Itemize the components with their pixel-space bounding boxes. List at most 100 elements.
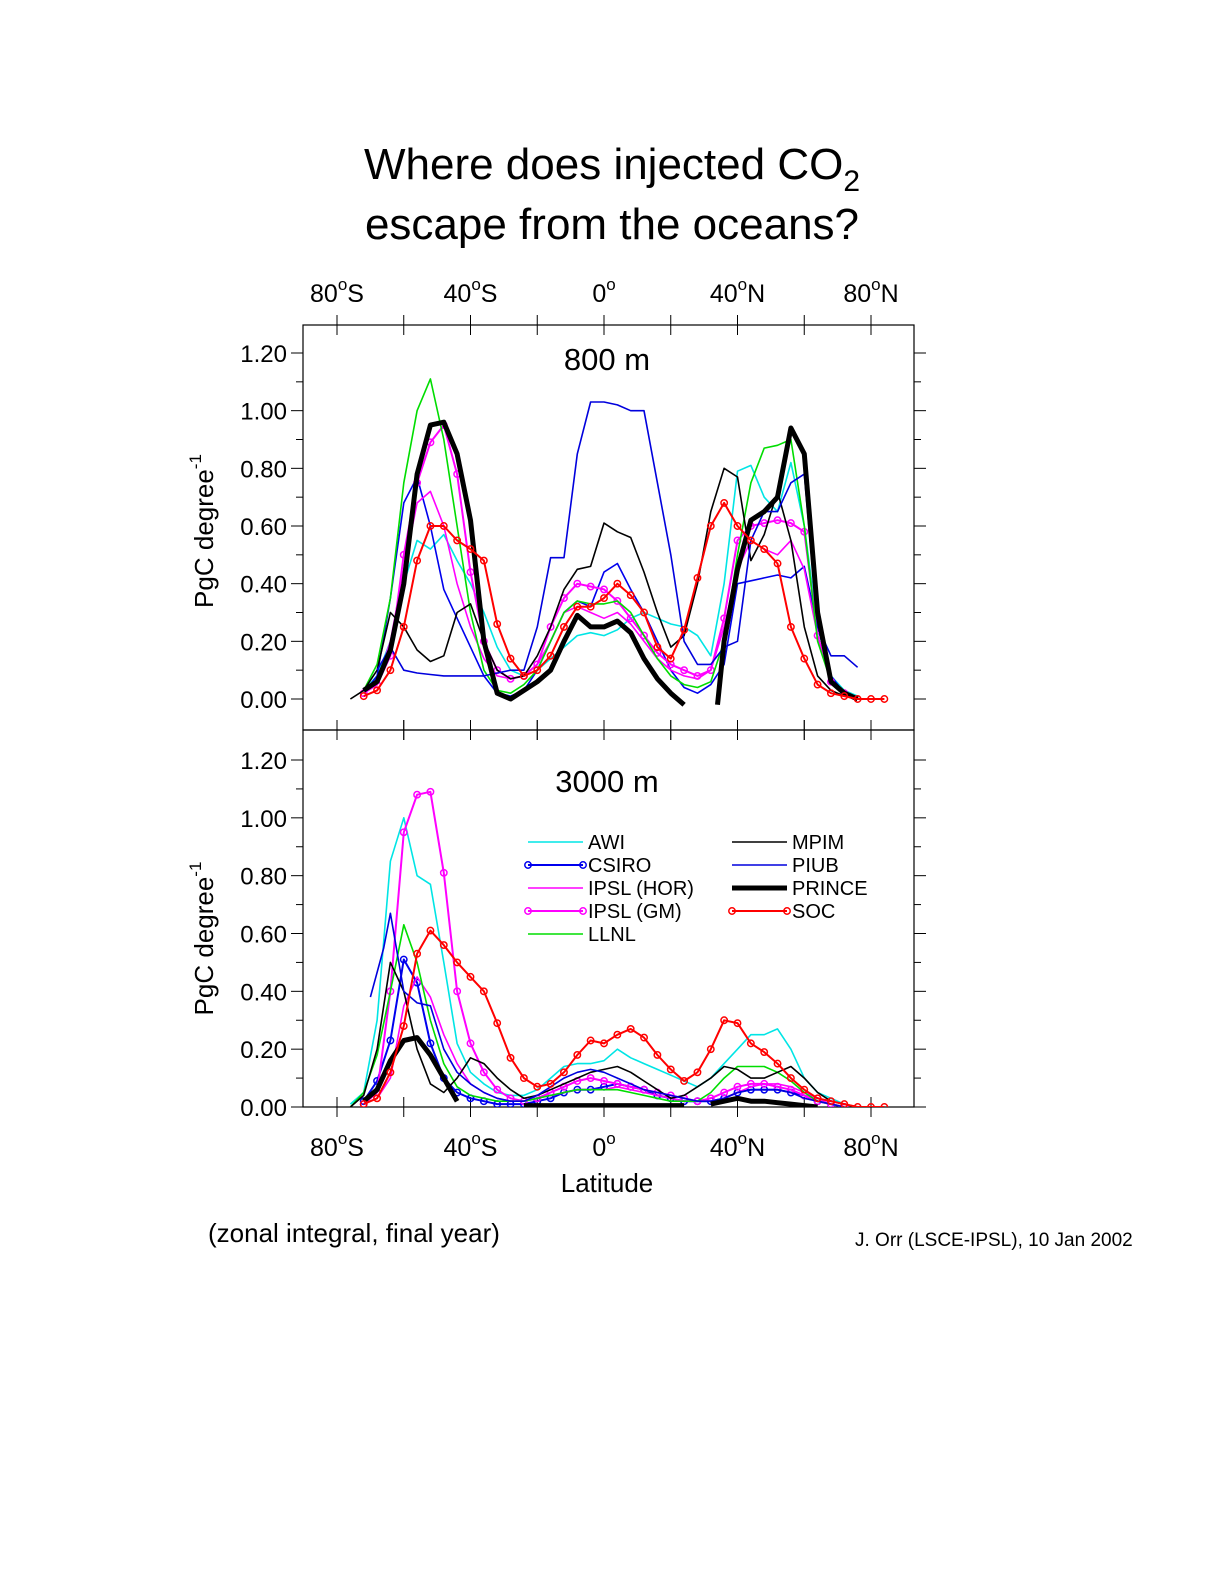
series-line-piub: [376, 401, 859, 677]
series-point-soc: [560, 622, 568, 631]
series-point-ipsl-gm: [786, 519, 795, 528]
series-line-csiro: [363, 476, 845, 697]
series-group: [349, 378, 889, 707]
series-point-soc: [373, 686, 381, 695]
series-point-soc: [827, 689, 835, 698]
series-point-ipsl-gm: [586, 1074, 595, 1083]
series-point-soc: [386, 666, 395, 675]
series-point-soc: [613, 579, 622, 588]
series-point-soc: [693, 1068, 702, 1077]
series-point-soc: [693, 573, 702, 582]
series-point-ipsl-gm: [680, 666, 689, 675]
series-point-soc: [466, 972, 475, 981]
series-point-soc: [453, 536, 462, 545]
series-point-ipsl-gm: [453, 987, 462, 996]
series-point-soc: [359, 692, 368, 701]
series-point-soc: [880, 695, 889, 703]
series-point-ipsl-gm: [640, 631, 648, 640]
series-point-ipsl-gm: [773, 516, 782, 525]
y-axis-label: PgC degree-1: [186, 454, 219, 608]
series-point-soc: [386, 1068, 395, 1077]
series-point-ipsl-gm: [493, 1085, 502, 1094]
series-point-soc: [573, 602, 582, 611]
x-tick-label: 40oS: [444, 1129, 498, 1162]
series-point-soc: [479, 556, 488, 565]
series-point-soc: [800, 1085, 809, 1094]
series-point-ipsl-gm: [693, 671, 702, 680]
series-point-soc: [827, 1097, 835, 1106]
series-point-soc: [426, 522, 435, 530]
legend-label-awi: AWI: [588, 832, 625, 854]
y-tick-label: 0.20: [240, 1037, 287, 1064]
y-tick-label: 1.00: [240, 399, 287, 426]
series-point-soc: [493, 620, 502, 628]
series-point-soc: [439, 941, 448, 950]
series-point-ipsl-gm: [760, 1079, 769, 1088]
x-tick-label: 80oS: [310, 1129, 364, 1162]
y-tick-label: 0.80: [240, 864, 287, 891]
series-point-soc: [586, 602, 595, 611]
series-point-soc: [399, 1022, 408, 1030]
series-point-soc: [706, 522, 715, 530]
y-tick-label: 0.00: [240, 687, 287, 714]
series-point-soc: [666, 1065, 675, 1074]
series-point-ipsl-gm: [466, 568, 475, 577]
series-point-soc: [439, 522, 448, 530]
series-point-soc: [680, 625, 689, 634]
series-point-soc: [399, 622, 408, 631]
series-point-soc: [760, 1048, 769, 1057]
y-tick-label: 0.80: [240, 456, 287, 483]
series-point-soc: [733, 522, 742, 530]
chart-title-line-1: Where does injected CO2: [363, 140, 861, 198]
x-tick-label: 80oS: [310, 275, 364, 308]
series-point-soc: [666, 654, 675, 663]
legend-label-mpim: MPIM: [792, 832, 844, 854]
legend-label-ipsl-hor: IPSL (HOR): [588, 878, 694, 900]
series-point-soc: [640, 608, 648, 617]
plot-frame: [302, 324, 915, 731]
y-tick-label: 0.40: [240, 572, 287, 599]
legend-label-prince: PRINCE: [792, 878, 868, 900]
x-tick-label: 40oN: [710, 1129, 765, 1162]
legend-label-llnl: LLNL: [588, 924, 636, 946]
series-point-soc: [786, 1074, 795, 1083]
series-point-soc: [519, 1074, 528, 1083]
series-point-ipsl-gm: [600, 1077, 608, 1085]
series-point-ipsl-gm: [733, 1082, 742, 1091]
legend-label-soc: SOC: [792, 901, 835, 923]
footnote: (zonal integral, final year): [208, 1218, 500, 1248]
series-point-ipsl-gm: [746, 1079, 755, 1088]
legend-marker: [783, 907, 791, 915]
series-point-soc: [626, 591, 635, 600]
series-point-soc: [506, 654, 515, 663]
series-point-soc: [359, 1100, 368, 1107]
legend-marker: [579, 907, 587, 915]
series-point-ipsl-gm: [466, 1039, 475, 1048]
x-tick-label: 0o: [592, 275, 615, 308]
series-point-soc: [786, 622, 795, 631]
series-point-soc: [519, 671, 528, 680]
series-point-soc: [533, 666, 542, 675]
series-point-soc: [813, 680, 822, 689]
legend-marker: [728, 907, 736, 915]
series-point-ipsl-gm: [613, 1079, 622, 1088]
series-line-piub: [369, 912, 845, 1107]
chart-title-subscript: 2: [843, 165, 861, 198]
panel-800-m: 0.00 0.20 0.40 0.60 0.80 1.00 1.20 80oS 40oS 0o 40…: [186, 275, 926, 740]
series-point-soc: [506, 1053, 515, 1062]
x-tick-label: 40oS: [444, 275, 498, 308]
series-point-soc: [800, 654, 809, 663]
series-line-llnl: [349, 924, 845, 1107]
series-point-ipsl-gm: [573, 579, 582, 588]
series-line-soc: [363, 929, 885, 1107]
series-point-soc: [680, 1077, 689, 1085]
series-point-soc: [453, 958, 462, 967]
series-point-soc: [479, 987, 488, 996]
series-point-ipsl-gm: [600, 585, 608, 594]
legend-marker: [524, 861, 532, 869]
series-point-ipsl-gm: [439, 868, 448, 877]
series-point-csiro: [426, 1039, 435, 1048]
series-line-prince: [362, 419, 859, 707]
chart-title-line-2: escape from the oceans?: [364, 200, 860, 249]
series-point-soc: [867, 695, 875, 703]
